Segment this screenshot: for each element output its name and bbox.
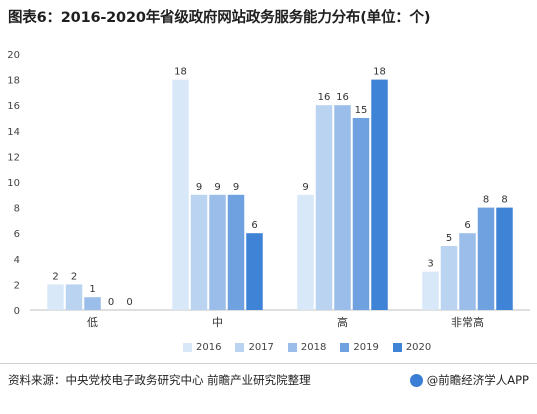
data-label: 0 xyxy=(108,297,114,308)
data-label: 9 xyxy=(214,182,220,193)
y-tick-label: 14 xyxy=(7,127,20,138)
data-label: 5 xyxy=(446,233,452,244)
legend-swatch-2020 xyxy=(392,343,402,352)
bar-2019-1 xyxy=(227,194,245,310)
data-label: 8 xyxy=(483,195,489,206)
x-category-label: 低 xyxy=(87,316,98,329)
source-note: 资料来源：中央党校电子政务研究中心 前瞻产业研究院整理 xyxy=(8,373,311,387)
data-label: 8 xyxy=(501,195,507,206)
bar-2018-2 xyxy=(334,105,351,310)
bar-2018-1 xyxy=(209,194,226,310)
x-category-label: 中 xyxy=(212,316,223,329)
bar-2020-1 xyxy=(246,233,263,310)
y-tick-label: 12 xyxy=(7,152,20,163)
legend-swatch-2018 xyxy=(287,343,297,352)
bar-2019-3 xyxy=(477,207,495,310)
data-label: 18 xyxy=(373,67,386,78)
data-label: 1 xyxy=(89,284,95,295)
legend-item-2018: 2018 xyxy=(287,342,327,353)
legend-label-2017: 2017 xyxy=(248,342,274,353)
data-label: 6 xyxy=(251,220,257,231)
legend-item-2020: 2020 xyxy=(392,342,432,353)
data-label: 9 xyxy=(302,182,308,193)
bar-2019-2 xyxy=(352,118,370,310)
legend-item-2016: 2016 xyxy=(183,342,221,353)
legend-label-2019: 2019 xyxy=(353,342,379,353)
brand-logo-icon xyxy=(409,373,423,387)
bar-2016-3 xyxy=(422,271,439,310)
y-tick-label: 0 xyxy=(14,306,20,317)
bar-2017-2 xyxy=(315,105,333,310)
data-label: 9 xyxy=(233,182,239,193)
data-label: 6 xyxy=(464,220,470,231)
data-label: 2 xyxy=(71,271,77,282)
chart-title: 图表6：2016-2020年省级政府网站政务服务能力分布(单位：个) xyxy=(8,10,431,26)
legend-item-2019: 2019 xyxy=(340,342,379,353)
x-category-label: 高 xyxy=(337,315,348,329)
legend-label-2016: 2016 xyxy=(196,342,222,353)
data-label: 9 xyxy=(196,182,202,193)
y-tick-label: 8 xyxy=(14,204,20,215)
legend-swatch-2016 xyxy=(183,343,192,352)
data-label: 3 xyxy=(427,259,433,270)
data-label: 16 xyxy=(336,92,349,103)
brand-text: @前瞻经济学人APP xyxy=(426,373,529,387)
y-tick-label: 18 xyxy=(7,76,20,87)
data-label: 0 xyxy=(126,297,132,308)
y-tick-label: 20 xyxy=(7,50,20,61)
legend-swatch-2019 xyxy=(340,343,350,352)
y-tick-label: 6 xyxy=(14,229,20,240)
bar-2016-2 xyxy=(297,194,314,310)
y-tick-label: 2 xyxy=(14,280,20,291)
x-category-label: 非常高 xyxy=(451,315,484,329)
bar-2018-0 xyxy=(84,297,101,310)
bar-2020-2 xyxy=(371,79,388,310)
legend-label-2020: 2020 xyxy=(405,342,432,353)
footer-divider xyxy=(0,363,537,364)
bar-2017-1 xyxy=(190,194,208,310)
bar-2017-3 xyxy=(440,246,458,310)
bar-2018-3 xyxy=(459,233,476,310)
y-tick-label: 10 xyxy=(7,178,20,189)
data-label: 16 xyxy=(318,92,331,103)
bar-2016-1 xyxy=(172,79,189,310)
bar-2016-0 xyxy=(47,284,64,310)
data-label: 2 xyxy=(52,271,58,282)
bar-2020-3 xyxy=(496,207,513,310)
legend-swatch-2017 xyxy=(235,343,245,352)
footer-brand: @前瞻经济学人APP xyxy=(409,372,529,388)
y-tick-label: 4 xyxy=(14,255,20,266)
data-label: 15 xyxy=(355,105,368,116)
y-tick-label: 16 xyxy=(7,101,20,112)
bar-2017-0 xyxy=(65,284,83,310)
legend: 2016 2017 2018 2019 2020 xyxy=(183,342,431,353)
legend-item-2017: 2017 xyxy=(235,342,274,353)
legend-label-2018: 2018 xyxy=(300,342,327,353)
data-label: 18 xyxy=(174,67,187,78)
